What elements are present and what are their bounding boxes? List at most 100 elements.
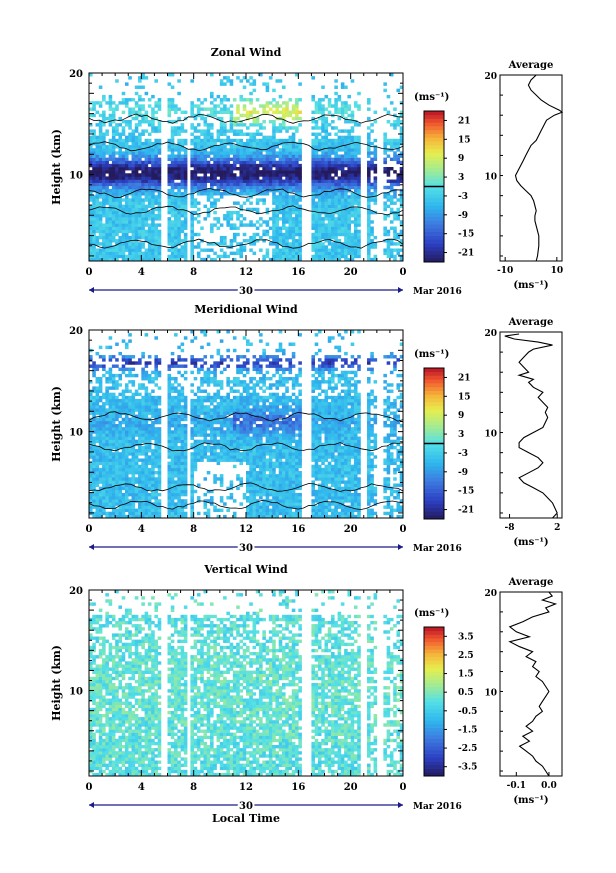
heatmap-cell	[200, 433, 204, 437]
heatmap-cell	[89, 220, 93, 224]
heatmap-cell	[154, 480, 158, 484]
heatmap-cell	[89, 198, 93, 202]
heatmap-cell	[95, 424, 100, 428]
heatmap-cell	[128, 424, 132, 428]
heatmap-cell	[350, 242, 355, 246]
heatmap-cell	[389, 195, 394, 199]
heatmap-cell	[232, 123, 237, 127]
heatmap-cell	[321, 257, 325, 262]
heatmap-cell	[105, 471, 109, 475]
heatmap-cell	[226, 79, 230, 83]
heatmap-cell	[102, 496, 106, 500]
heatmap-cell	[102, 173, 106, 177]
heatmap-cell	[128, 449, 132, 453]
heatmap-cell	[170, 179, 175, 183]
colorbar-cell	[424, 122, 444, 127]
heatmap-cell	[177, 239, 181, 243]
heatmap-cell	[285, 239, 289, 243]
heatmap-cell	[278, 229, 283, 234]
heatmap-cell	[399, 239, 404, 243]
heatmap-cell	[170, 486, 175, 491]
heatmap-cell	[298, 214, 302, 218]
heatmap-cell	[190, 496, 194, 500]
heatmap-cell	[170, 235, 175, 240]
heatmap-cell	[151, 107, 155, 111]
heatmap-cell	[157, 185, 162, 190]
heatmap-cell	[389, 73, 394, 77]
heatmap-cell	[98, 492, 103, 497]
heatmap-cell	[124, 229, 129, 234]
heatmap-cell	[350, 214, 355, 218]
heatmap-cell	[327, 98, 332, 102]
heatmap-cell	[311, 188, 315, 193]
heatmap-cell	[124, 163, 129, 168]
heatmap-cell	[118, 383, 123, 387]
heatmap-cell	[177, 395, 181, 400]
heatmap-cell	[311, 132, 315, 136]
heatmap-cell	[141, 433, 145, 437]
heatmap-cell	[288, 242, 293, 246]
heatmap-cell	[92, 239, 96, 243]
heatmap-cell	[147, 195, 152, 199]
heatmap-cell	[347, 94, 351, 99]
heatmap-cell	[383, 248, 387, 252]
heatmap-cell	[229, 120, 234, 124]
heatmap-cell	[170, 351, 175, 356]
heatmap-cell	[265, 151, 270, 155]
heatmap-cell	[170, 73, 175, 77]
heatmap-cell	[131, 226, 136, 230]
heatmap-cell	[115, 402, 119, 406]
heatmap-cell	[141, 192, 145, 196]
heatmap-cell	[98, 123, 103, 127]
heatmap-cell	[295, 141, 299, 146]
heatmap-cell	[177, 217, 181, 221]
heatmap-cell	[298, 148, 302, 152]
heatmap-cell	[157, 182, 162, 187]
heatmap-cell	[288, 214, 293, 218]
heatmap-cell	[105, 389, 109, 393]
heatmap-cell	[321, 145, 325, 149]
heatmap-cell	[373, 185, 378, 190]
heatmap-cell	[242, 141, 247, 146]
heatmap-cell	[344, 201, 348, 205]
heatmap-cell	[111, 254, 116, 259]
heatmap-cell	[89, 254, 93, 259]
heatmap-cell	[124, 480, 129, 484]
heatmap-cell	[98, 157, 103, 162]
heatmap-cell	[223, 132, 227, 136]
heatmap-cell	[147, 486, 152, 491]
heatmap-cell	[298, 138, 302, 143]
heatmap-cell	[118, 430, 123, 434]
heatmap-cell	[167, 176, 172, 180]
heatmap-cell	[347, 235, 351, 240]
heatmap-cell	[203, 141, 208, 146]
heatmap-cell	[331, 138, 335, 143]
heatmap-cell	[105, 408, 109, 412]
heatmap-cell	[206, 405, 211, 409]
heatmap-cell	[196, 135, 201, 140]
heatmap-cell	[170, 182, 175, 187]
heatmap-cell	[259, 192, 263, 196]
heatmap-cell	[314, 235, 319, 240]
heatmap-cell	[275, 239, 280, 243]
heatmap-cell	[92, 505, 96, 509]
heatmap-cell	[311, 110, 315, 115]
heatmap-cell	[200, 427, 204, 431]
heatmap-cell	[298, 179, 302, 183]
heatmap-cell	[121, 505, 126, 509]
heatmap-cell	[200, 226, 204, 230]
heatmap-cell	[121, 223, 126, 227]
heatmap-cell	[196, 138, 201, 143]
heatmap-cell	[147, 104, 152, 108]
heatmap-cell	[115, 445, 119, 450]
heatmap-cell	[337, 179, 342, 183]
heatmap-cell	[167, 73, 172, 77]
heatmap-cell	[200, 452, 204, 456]
heatmap-cell	[206, 489, 211, 494]
heatmap-cell	[105, 458, 109, 462]
heatmap-cell	[180, 358, 185, 362]
heatmap-cell	[353, 157, 358, 162]
heatmap-cell	[121, 126, 126, 130]
heatmap-cell	[147, 232, 152, 237]
heatmap-cell	[141, 98, 145, 102]
